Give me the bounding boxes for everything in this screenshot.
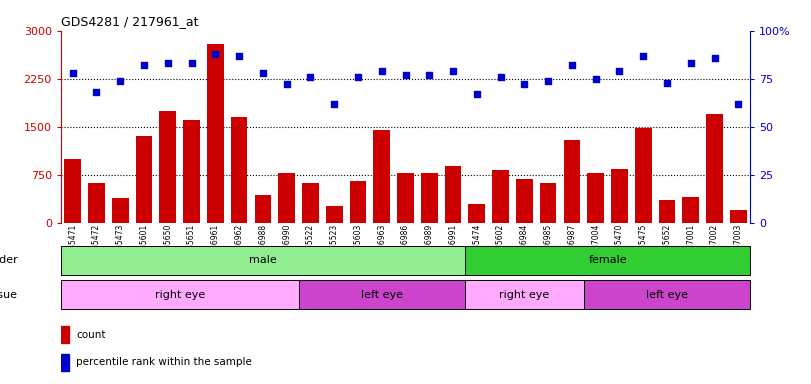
Text: GDS4281 / 217961_at: GDS4281 / 217961_at <box>61 15 199 28</box>
Text: tissue: tissue <box>0 290 18 300</box>
Bar <box>278 174 295 223</box>
Bar <box>469 204 485 223</box>
Bar <box>587 174 604 223</box>
Bar <box>61 280 298 309</box>
Bar <box>183 120 200 223</box>
Point <box>209 51 222 57</box>
Point <box>256 70 269 76</box>
Point <box>589 76 602 82</box>
Point <box>708 55 721 61</box>
Bar <box>61 354 70 371</box>
Text: count: count <box>76 330 105 340</box>
Bar <box>492 170 509 223</box>
Point <box>90 89 103 95</box>
Bar <box>112 199 129 223</box>
Bar <box>135 136 152 223</box>
Bar <box>61 246 465 275</box>
Point <box>328 101 341 107</box>
Bar <box>255 195 271 223</box>
Bar <box>421 173 438 223</box>
Text: right eye: right eye <box>155 290 205 300</box>
Text: male: male <box>249 255 277 265</box>
Bar <box>231 117 247 223</box>
Bar <box>64 159 81 223</box>
Bar <box>659 200 676 223</box>
Point <box>351 74 364 80</box>
Bar <box>88 183 105 223</box>
Point <box>637 53 650 59</box>
Point <box>447 68 460 74</box>
Bar <box>373 130 390 223</box>
Point <box>233 53 246 59</box>
Point <box>138 62 151 68</box>
Bar <box>465 280 584 309</box>
Text: right eye: right eye <box>500 290 550 300</box>
Point <box>565 62 578 68</box>
Bar <box>350 181 367 223</box>
Text: left eye: left eye <box>646 290 688 300</box>
Point <box>660 79 673 86</box>
Point <box>67 70 79 76</box>
Bar <box>635 128 651 223</box>
Text: gender: gender <box>0 255 18 265</box>
Point <box>399 72 412 78</box>
Bar <box>160 111 176 223</box>
Bar <box>516 179 533 223</box>
Bar <box>207 43 224 223</box>
Text: percentile rank within the sample: percentile rank within the sample <box>76 358 252 367</box>
Point <box>684 60 697 66</box>
Point <box>185 60 198 66</box>
Point <box>375 68 388 74</box>
Bar <box>444 166 461 223</box>
Bar <box>326 206 342 223</box>
Point <box>280 81 293 88</box>
Point <box>470 91 483 97</box>
Point <box>518 81 531 88</box>
Text: female: female <box>588 255 627 265</box>
Bar <box>61 326 70 343</box>
Point <box>423 72 436 78</box>
Bar <box>584 280 750 309</box>
Bar <box>298 280 465 309</box>
Bar <box>730 210 747 223</box>
Bar <box>302 183 319 223</box>
Bar <box>682 197 699 223</box>
Bar <box>465 246 750 275</box>
Point <box>304 74 317 80</box>
Point <box>494 74 507 80</box>
Point <box>114 78 127 84</box>
Point <box>542 78 555 84</box>
Bar <box>540 183 556 223</box>
Point <box>161 60 174 66</box>
Point <box>732 101 744 107</box>
Point <box>613 68 626 74</box>
Bar <box>564 139 580 223</box>
Bar <box>397 173 414 223</box>
Bar <box>611 169 628 223</box>
Text: left eye: left eye <box>361 290 403 300</box>
Bar <box>706 114 723 223</box>
